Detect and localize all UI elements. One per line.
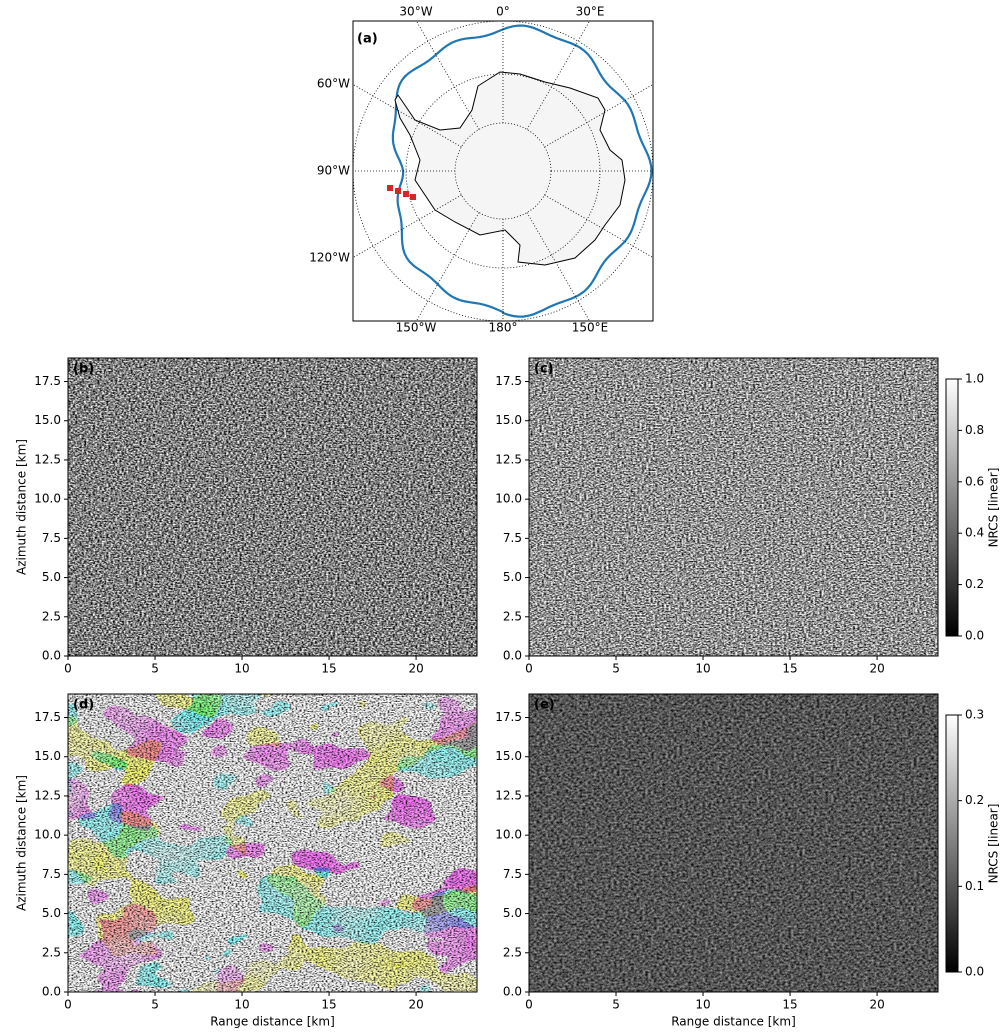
x-tick-label: 5 xyxy=(612,662,620,676)
y-tick-label: 2.5 xyxy=(503,609,522,623)
lon-label: 30°W xyxy=(399,5,432,19)
y-tick-label: 10.0 xyxy=(495,828,522,842)
lon-label: 150°W xyxy=(396,321,437,335)
x-tick-label: 15 xyxy=(782,662,797,676)
sar-image xyxy=(529,358,938,656)
lon-label: 60°W xyxy=(317,77,350,91)
x-tick-label: 10 xyxy=(234,998,249,1012)
y-tick-label: 0.0 xyxy=(503,985,522,999)
y-tick-label: 17.5 xyxy=(34,374,61,388)
panel-label: (e) xyxy=(534,698,555,713)
y-tick-label: 15.0 xyxy=(495,749,522,763)
y-tick-label: 0.0 xyxy=(42,649,61,663)
y-tick-label: 7.5 xyxy=(503,531,522,545)
y-tick-label: 5.0 xyxy=(503,570,522,584)
colorbar xyxy=(946,715,958,972)
y-tick-label: 10.0 xyxy=(34,828,61,842)
x-tick-label: 20 xyxy=(408,998,423,1012)
y-axis-label: Azimuth distance [km] xyxy=(15,439,29,575)
x-tick-label: 10 xyxy=(695,662,710,676)
lon-label: 120°W xyxy=(309,251,350,265)
y-tick-label: 17.5 xyxy=(495,374,522,388)
y-tick-label: 12.5 xyxy=(495,788,522,802)
lon-label: 0° xyxy=(496,5,510,19)
y-tick-label: 12.5 xyxy=(34,788,61,802)
y-tick-label: 10.0 xyxy=(34,492,61,506)
colorbar xyxy=(946,379,958,636)
y-tick-label: 7.5 xyxy=(503,867,522,881)
y-tick-label: 12.5 xyxy=(34,452,61,466)
sar-image xyxy=(68,358,477,656)
y-tick-label: 7.5 xyxy=(42,867,61,881)
x-tick-label: 0 xyxy=(64,998,72,1012)
x-tick-label: 5 xyxy=(151,662,159,676)
colorbar-tick-label: 0.2 xyxy=(965,793,984,807)
x-tick-label: 0 xyxy=(525,998,533,1012)
colorbar-tick-label: 0.2 xyxy=(965,577,984,591)
colorbar-tick-label: 0.8 xyxy=(965,423,984,437)
y-tick-label: 7.5 xyxy=(42,531,61,545)
lon-label: 30°E xyxy=(576,5,605,19)
colorbar-tick-label: 0.3 xyxy=(965,708,984,722)
y-tick-label: 15.0 xyxy=(34,413,61,427)
x-tick-label: 5 xyxy=(612,998,620,1012)
y-tick-label: 12.5 xyxy=(495,452,522,466)
colorbar-label: NRCS [linear] xyxy=(987,468,1001,548)
x-tick-label: 20 xyxy=(869,998,884,1012)
site-marker xyxy=(403,191,409,197)
y-tick-label: 15.0 xyxy=(495,413,522,427)
sar-image xyxy=(68,694,477,992)
y-axis-label: Azimuth distance [km] xyxy=(15,775,29,911)
lon-label: 150°E xyxy=(572,321,609,335)
colorbar-tick-label: 0.6 xyxy=(965,474,984,488)
y-tick-label: 2.5 xyxy=(42,609,61,623)
y-tick-label: 17.5 xyxy=(34,710,61,724)
colorbar-tick-label: 1.0 xyxy=(965,372,984,386)
sar-image xyxy=(529,694,938,992)
figure: (a) 30°W 0° 30°E 60°W 90°W 120°W 150°W 180° 150°E… xyxy=(0,0,1008,1032)
y-tick-label: 0.0 xyxy=(42,985,61,999)
x-tick-label: 10 xyxy=(234,662,249,676)
site-marker xyxy=(387,185,393,191)
x-axis-label: Range distance [km] xyxy=(210,1015,335,1029)
x-tick-label: 15 xyxy=(321,998,336,1012)
map-panel xyxy=(273,0,733,401)
colorbar-tick-label: 0.1 xyxy=(965,879,984,893)
x-tick-label: 0 xyxy=(525,662,533,676)
x-axis-label: Range distance [km] xyxy=(671,1015,796,1029)
site-marker xyxy=(410,194,416,200)
x-tick-label: 15 xyxy=(782,998,797,1012)
x-tick-label: 20 xyxy=(408,662,423,676)
y-tick-label: 5.0 xyxy=(503,906,522,920)
lon-label: 90°W xyxy=(317,164,350,178)
panel-label: (b) xyxy=(73,362,94,377)
x-tick-label: 20 xyxy=(869,662,884,676)
y-tick-label: 15.0 xyxy=(34,749,61,763)
y-tick-label: 2.5 xyxy=(503,945,522,959)
y-tick-label: 0.0 xyxy=(503,649,522,663)
panel-label: (c) xyxy=(534,362,554,377)
y-tick-label: 10.0 xyxy=(495,492,522,506)
y-tick-label: 5.0 xyxy=(42,570,61,584)
lon-label: 180° xyxy=(489,321,518,335)
colorbar-tick-label: 0.0 xyxy=(965,965,984,979)
panel-label: (d) xyxy=(73,698,94,713)
y-tick-label: 5.0 xyxy=(42,906,61,920)
y-tick-label: 17.5 xyxy=(495,710,522,724)
x-tick-label: 5 xyxy=(151,998,159,1012)
colorbar-tick-label: 0.0 xyxy=(965,629,984,643)
x-tick-label: 10 xyxy=(695,998,710,1012)
colorbar-tick-label: 0.4 xyxy=(965,526,984,540)
x-tick-label: 0 xyxy=(64,662,72,676)
panel-label: (a) xyxy=(357,32,378,47)
site-marker xyxy=(395,188,401,194)
y-tick-label: 2.5 xyxy=(42,945,61,959)
x-tick-label: 15 xyxy=(321,662,336,676)
colorbar-label: NRCS [linear] xyxy=(987,804,1001,884)
